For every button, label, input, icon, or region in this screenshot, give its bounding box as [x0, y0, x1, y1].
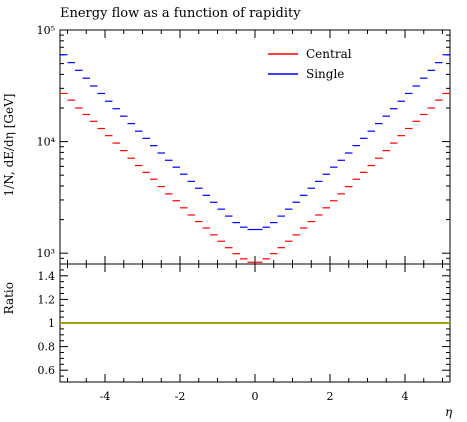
legend: Central Single: [268, 47, 352, 81]
ratio-tick-label: 0.8: [38, 341, 56, 354]
main-plot-frame: [59, 29, 451, 265]
series-central: [60, 92, 450, 263]
ratio-axis-label: Ratio: [2, 282, 16, 314]
y-tick-label: 10³: [37, 247, 55, 260]
legend-label-single: Single: [306, 67, 344, 81]
x-tick-label: -2: [175, 390, 186, 403]
main-axis-ticks: [60, 29, 450, 265]
y-axis-label: 1/N, dE/dη [GeV]: [2, 94, 16, 197]
ratio-tick-label: 1.4: [38, 270, 56, 283]
x-tick-label: -4: [100, 390, 111, 403]
tick-labels: -4 -2 0 2 4 10³ 10⁴ 10⁵ 0.6 0.8 1 1.2 1.4: [37, 24, 409, 403]
legend-label-central: Central: [306, 47, 352, 61]
x-tick-label: 0: [252, 390, 259, 403]
series-single: [60, 54, 450, 231]
x-tick-label: 4: [402, 390, 409, 403]
chart-title: Energy flow as a function of rapidity: [60, 6, 301, 21]
x-axis-label: η: [445, 405, 453, 419]
series-layer: [60, 54, 450, 263]
y-tick-label: 10⁵: [37, 24, 55, 37]
y-tick-label: 10⁴: [37, 136, 56, 149]
ratio-tick-label: 1.2: [38, 293, 56, 306]
ratio-tick-label: 0.6: [38, 364, 56, 377]
x-tick-label: 2: [327, 390, 334, 403]
ratio-tick-label: 1: [48, 317, 55, 330]
